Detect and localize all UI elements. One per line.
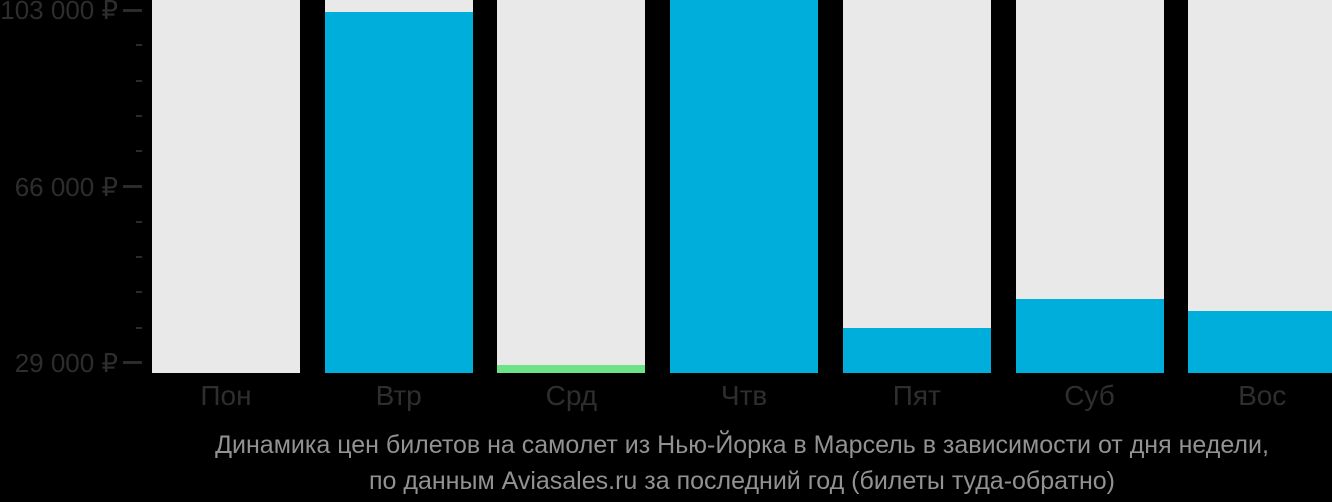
y-axis-label: 66 000 ₽ xyxy=(14,171,118,202)
y-tick-minor xyxy=(136,150,142,153)
bar-column-bg xyxy=(1015,0,1164,373)
x-axis-label: Вос xyxy=(1238,380,1287,411)
y-tick-major xyxy=(123,185,142,188)
x-axis-label: Втр xyxy=(375,380,422,411)
bar-column-bg xyxy=(497,0,646,373)
y-tick-major xyxy=(123,8,142,12)
x-axis-label: Пят xyxy=(892,380,941,411)
y-tick-minor xyxy=(136,256,142,259)
x-axis-label: Суб xyxy=(1064,380,1115,411)
y-tick-minor xyxy=(136,326,142,329)
bar-Чтв xyxy=(670,0,819,373)
y-tick-minor xyxy=(136,291,142,294)
chart-subtitle: по данным Aviasales.ru за последний год … xyxy=(369,467,1115,495)
bar-Втр xyxy=(324,11,473,373)
bar-column-bg xyxy=(670,0,819,373)
bar-Вос xyxy=(1188,311,1332,373)
x-axis-label: Чтв xyxy=(720,380,768,411)
bar-Пят xyxy=(842,328,991,373)
y-axis-label: 29 000 ₽ xyxy=(14,347,118,378)
y-tick-minor xyxy=(136,44,142,47)
bar-column-bg xyxy=(842,0,991,373)
bar-column-bg xyxy=(152,0,300,373)
bar-column-bg xyxy=(1188,0,1332,373)
y-tick-minor xyxy=(136,114,142,117)
bar-Суб xyxy=(1015,299,1164,373)
bar-Срд xyxy=(497,365,646,373)
y-tick-minor xyxy=(136,220,142,223)
y-tick-major xyxy=(123,361,142,365)
bar-column-bg xyxy=(324,0,473,373)
x-axis-label: Срд xyxy=(545,380,598,411)
y-tick-minor xyxy=(136,79,142,82)
y-axis-label: 103 000 ₽ xyxy=(0,0,118,26)
chart-title: Динамика цен билетов на самолет из Нью-Й… xyxy=(215,431,1269,459)
x-axis-label: Пон xyxy=(200,380,252,411)
